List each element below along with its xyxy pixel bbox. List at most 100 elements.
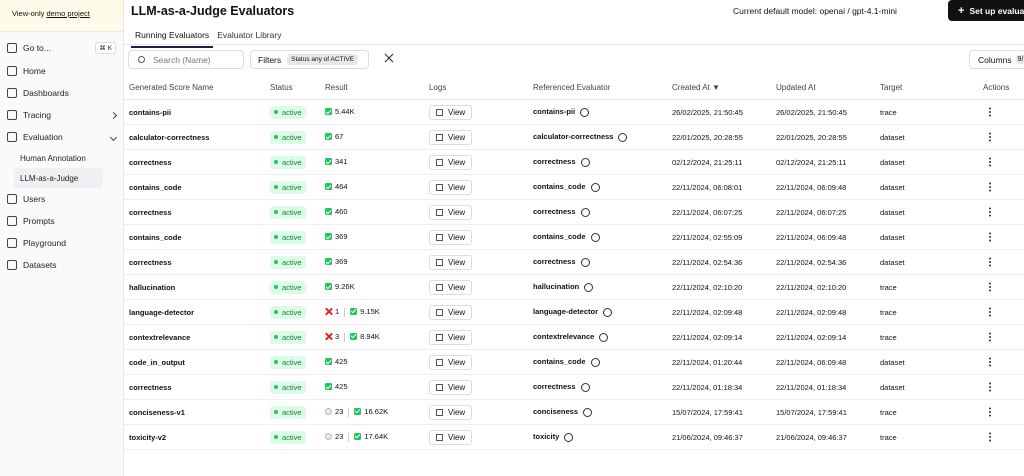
columns[interactable]: Columns 9/ (969, 50, 1024, 69)
status-cell: active (265, 249, 320, 275)
nav-item[interactable]: Tracing (0, 104, 123, 126)
separator (348, 433, 350, 443)
actions-cell (978, 299, 1024, 325)
logs-cell: View (424, 199, 528, 225)
view-button[interactable]: View (429, 429, 473, 445)
evaluator-name[interactable]: contains_code (533, 182, 586, 192)
result-count: 9.15K (360, 306, 380, 316)
evaluator-name[interactable]: contextrelevance (533, 332, 595, 342)
nav-item[interactable]: LLM-as-a-Judge (14, 168, 103, 188)
evaluator-name[interactable]: hallucination (533, 282, 580, 292)
clear-filters[interactable] (384, 53, 394, 63)
nav-item[interactable]: Prompts (0, 210, 123, 232)
view-button[interactable]: View (429, 229, 473, 245)
setup-button[interactable]: + Set up evaluat (948, 0, 1024, 21)
actions-menu[interactable] (987, 407, 993, 417)
evaluator-name[interactable]: language-detector (533, 307, 599, 317)
logs-cell: View (424, 174, 528, 200)
actions-menu[interactable] (987, 357, 993, 367)
evaluator-name[interactable]: contains_code (533, 357, 586, 367)
actions-menu[interactable] (987, 332, 993, 342)
view-button[interactable]: View (429, 104, 473, 120)
result-cell: 460 (320, 199, 424, 225)
evaluator-name[interactable]: calculator-correctness (533, 132, 614, 142)
evaluator-name[interactable]: contains-pii (533, 107, 576, 117)
evaluator-name[interactable]: conciseness (533, 407, 579, 417)
evaluator-name[interactable]: correctness (533, 257, 576, 267)
evaluator-name[interactable]: correctness (533, 157, 576, 167)
target: dataset (875, 349, 978, 375)
default-model[interactable]: Current default model: openai / gpt-4.1-… (733, 6, 897, 16)
view-button[interactable]: View (429, 254, 473, 270)
view-button[interactable]: View (429, 304, 473, 320)
result-icon (325, 333, 332, 340)
nav-item[interactable]: Evaluation (0, 126, 123, 148)
evaluator-name[interactable]: correctness (533, 207, 576, 217)
nav-item[interactable]: Human Annotation (0, 148, 123, 168)
actions-menu[interactable] (987, 432, 993, 442)
view-button[interactable]: View (429, 154, 473, 170)
view-button[interactable]: View (429, 354, 473, 370)
created-at: 21/06/2024, 09:46:37 (667, 424, 771, 450)
column-header: Generated Score Name (124, 75, 265, 100)
goto[interactable]: Go to... ⌘ K (0, 36, 123, 60)
evaluator-cell: conciseness (528, 399, 667, 425)
nav-item[interactable]: Home (0, 60, 123, 82)
status-cell: active (265, 399, 320, 425)
nav-item[interactable]: Playground (0, 232, 123, 254)
actions-menu[interactable] (987, 207, 993, 217)
actions-menu[interactable] (987, 382, 993, 392)
result-count: 425 (335, 382, 348, 391)
evaluator-name[interactable]: contains_code (533, 232, 586, 242)
updated-at: 22/11/2024, 02:09:14 (771, 324, 875, 350)
result-count: 5.44K (335, 107, 355, 116)
actions-menu[interactable] (987, 282, 993, 292)
nav-label: Home (23, 66, 46, 76)
search[interactable]: Search (Name) (128, 50, 244, 69)
actions-menu[interactable] (987, 107, 993, 117)
view-button[interactable]: View (429, 379, 473, 395)
actions-menu[interactable] (987, 232, 993, 242)
status-pill: active (270, 430, 306, 444)
evaluator-icon (580, 382, 590, 392)
view-button[interactable]: View (429, 404, 473, 420)
status-text: active (282, 307, 302, 317)
evaluator-name[interactable]: toxicity (533, 432, 560, 442)
status-text: active (282, 357, 302, 367)
view-button[interactable]: View (429, 204, 473, 220)
actions-menu[interactable] (987, 132, 993, 142)
score-name: correctness (124, 149, 265, 175)
created-at: 22/11/2024, 02:54:36 (667, 249, 771, 275)
updated-at: 22/11/2024, 06:07:25 (771, 199, 875, 225)
target: dataset (875, 174, 978, 200)
nav-item[interactable]: Datasets (0, 254, 123, 276)
target: dataset (875, 224, 978, 250)
row: toxicity-v2 active 23 17.64K View toxicity 21/… (124, 424, 1024, 450)
actions-cell (978, 224, 1024, 250)
view-button[interactable]: View (429, 279, 473, 295)
icon (7, 43, 17, 53)
row: calculator-correctness active 67 View calcul… (124, 124, 1024, 150)
tab[interactable]: Running Evaluators (131, 26, 214, 48)
actions-menu[interactable] (987, 257, 993, 267)
banner-link[interactable]: demo project (46, 9, 90, 18)
actions-menu[interactable] (987, 182, 993, 192)
updated-at: 26/02/2025, 21:50:45 (771, 99, 875, 125)
actions-menu[interactable] (987, 157, 993, 167)
status-text: active (282, 157, 302, 167)
evaluator-name[interactable]: correctness (533, 382, 576, 392)
setup-label: Set up evaluat (969, 5, 1024, 16)
evaluator-cell: contains_code (528, 174, 667, 200)
tab[interactable]: Evaluator Library (217, 30, 282, 40)
view-label: View (448, 332, 466, 342)
filters[interactable]: Filters Status any of ACTIVE (250, 50, 369, 69)
view-button[interactable]: View (429, 329, 473, 345)
view-button[interactable]: View (429, 129, 473, 145)
actions-menu[interactable] (987, 307, 993, 317)
updated-at: 22/11/2024, 06:09:48 (771, 174, 875, 200)
column-header[interactable]: Created At ▼ (667, 75, 771, 100)
view-button[interactable]: View (429, 179, 473, 195)
nav-item[interactable]: Users (0, 188, 123, 210)
nav-item[interactable]: Dashboards (0, 82, 123, 104)
column-header: Actions (978, 75, 1024, 100)
